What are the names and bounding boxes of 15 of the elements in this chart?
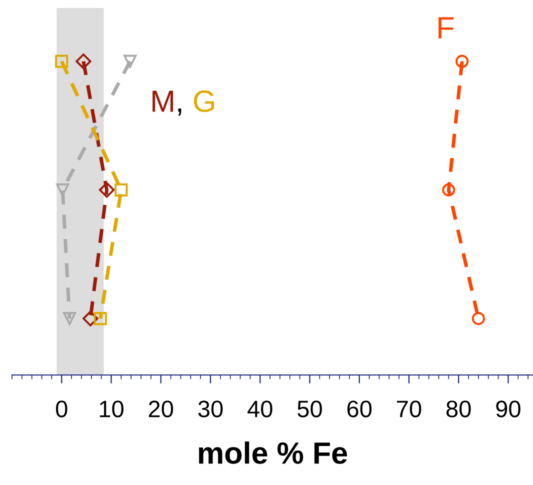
- x-tick-label: 60: [347, 400, 372, 418]
- text: G: [194, 90, 214, 112]
- x-tick-label: 90: [496, 400, 520, 418]
- x-tick-label: 80: [446, 400, 471, 418]
- x-tick-label: 40: [248, 400, 272, 418]
- x-tick-label: 0: [56, 400, 68, 418]
- series-label: M: [152, 90, 174, 112]
- x-tick-label: 70: [397, 400, 422, 418]
- annotation: ,: [178, 108, 182, 116]
- x-axis-title: mole % Fe: [198, 441, 348, 464]
- x-tick-label: 10: [100, 400, 124, 418]
- x-tick-label: 20: [148, 400, 174, 418]
- x-tick-label: 30: [198, 400, 223, 418]
- series-label: F: [438, 17, 454, 38]
- x-tick-label: 50: [298, 400, 322, 418]
